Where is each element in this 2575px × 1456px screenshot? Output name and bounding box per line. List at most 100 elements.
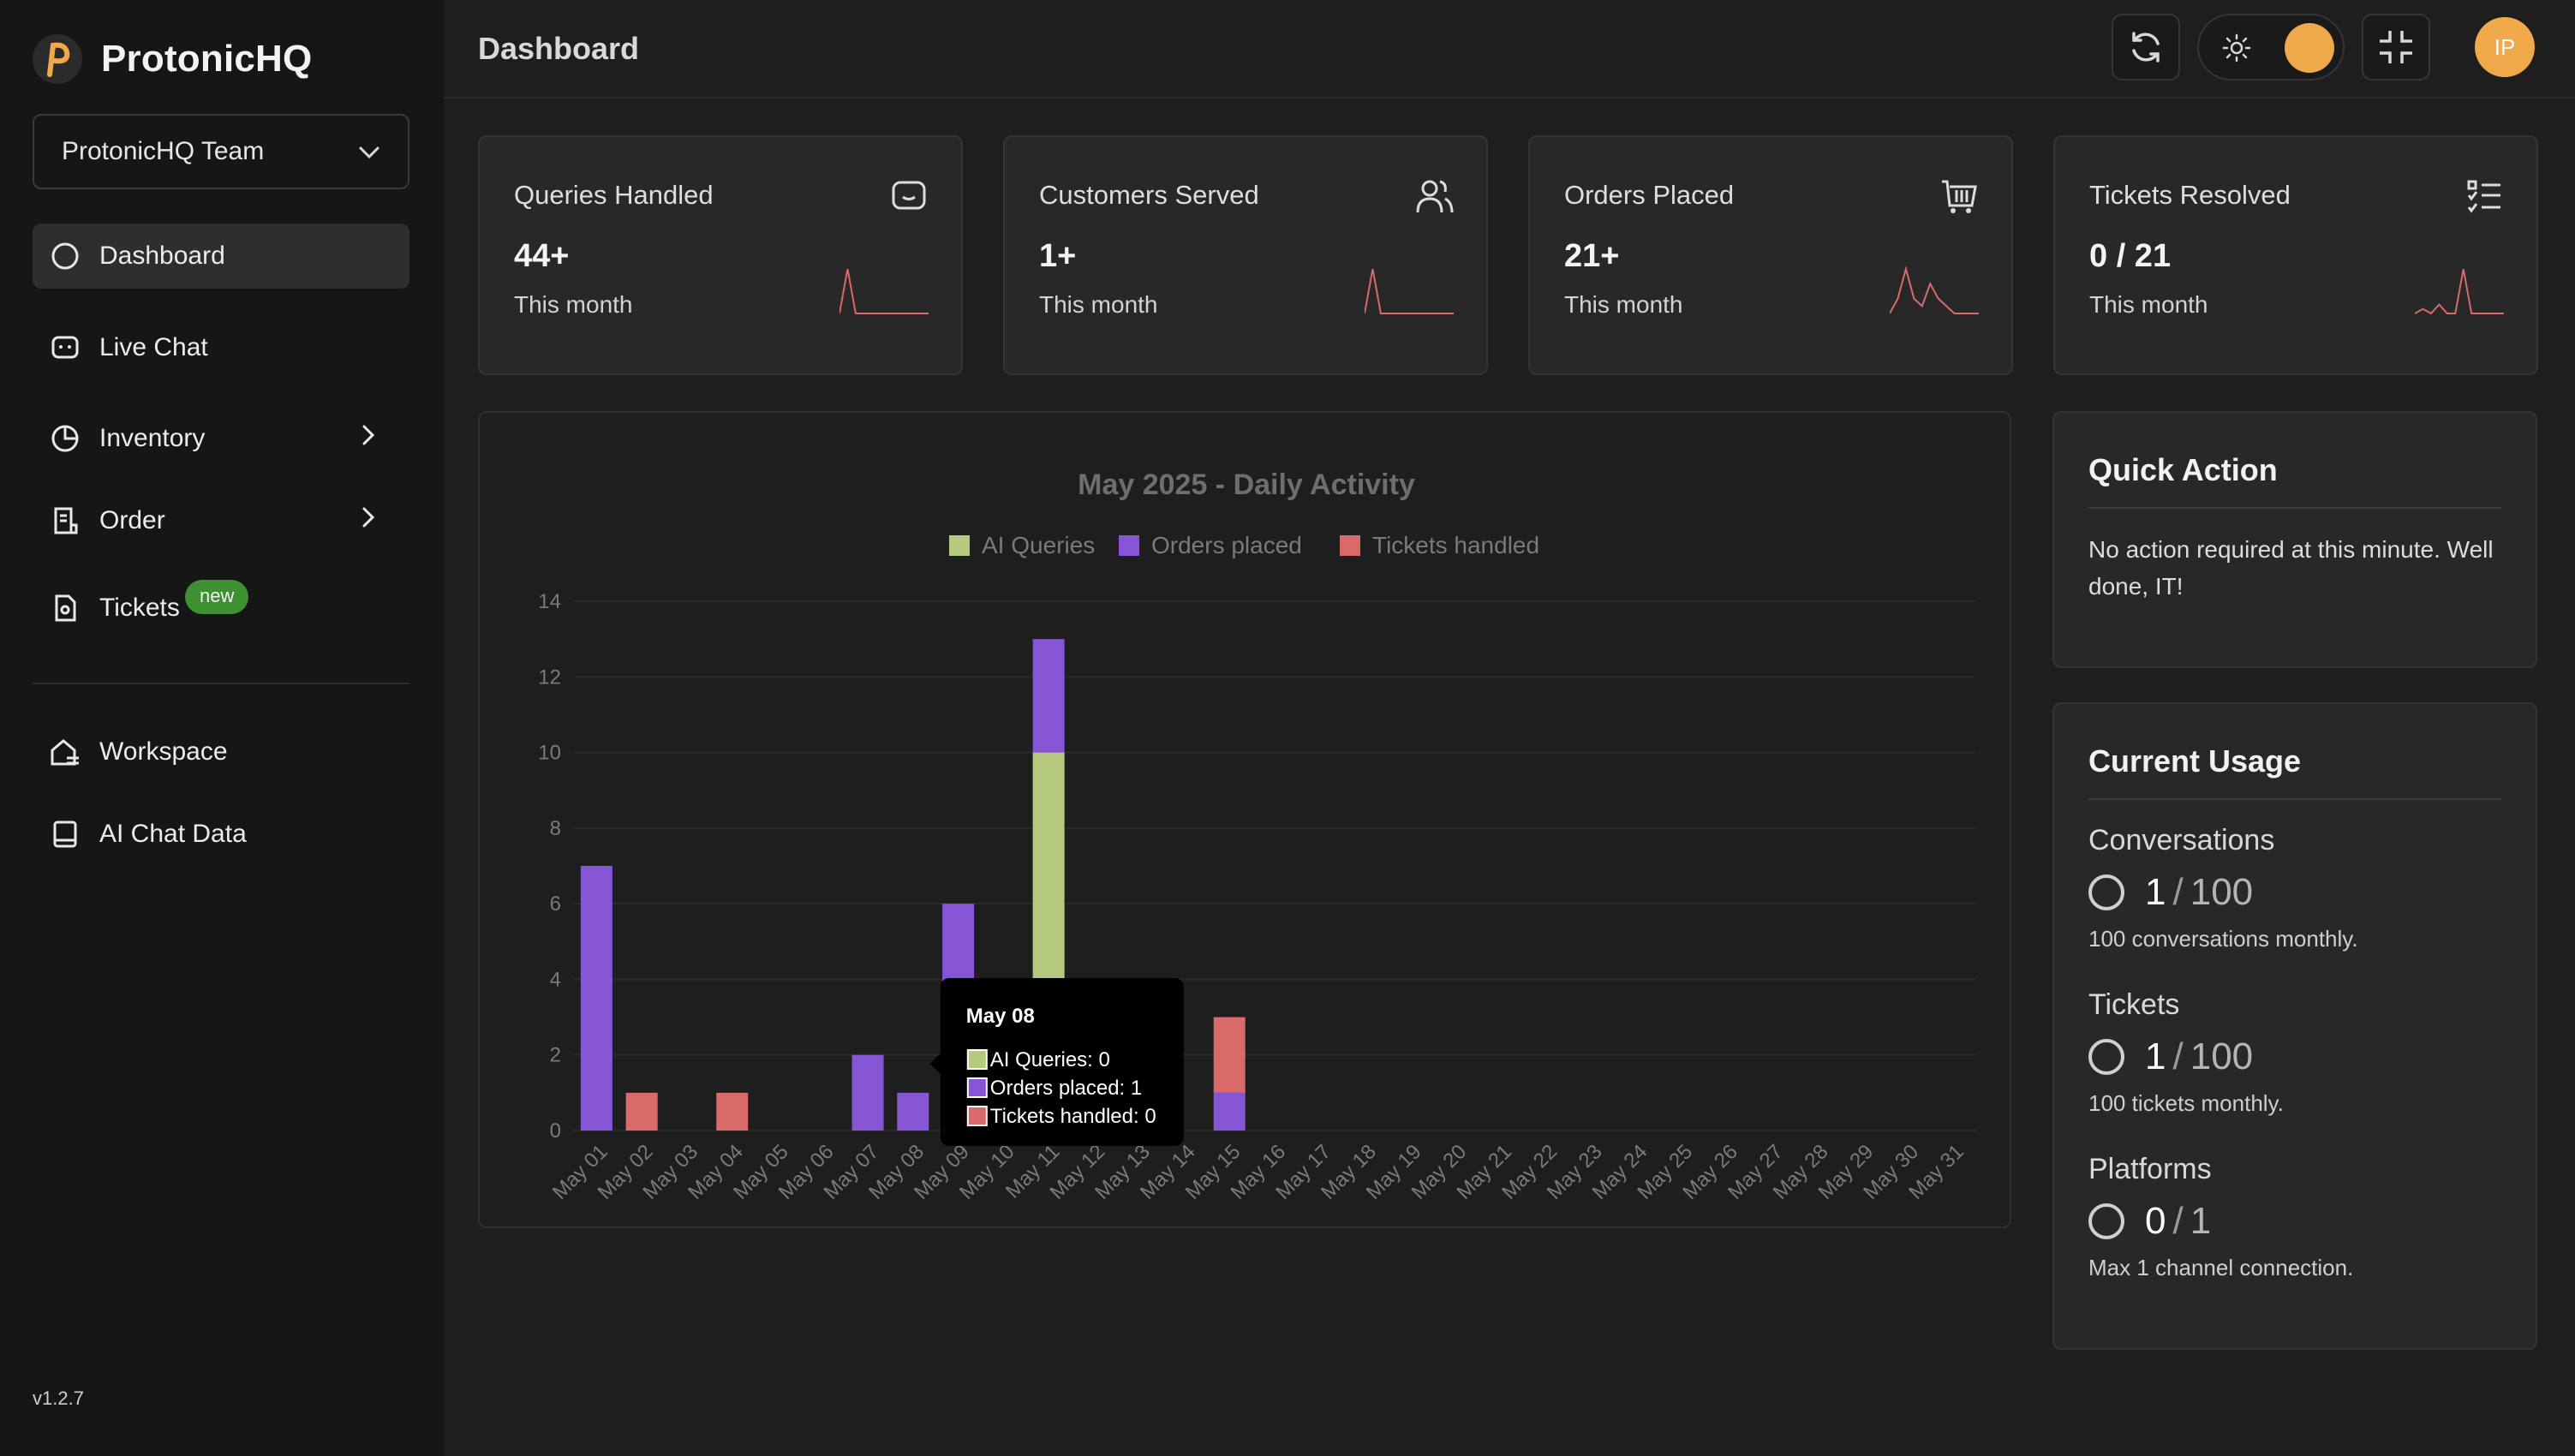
stat-title: Orders Placed — [1564, 180, 1735, 210]
stat-sub: This month — [1564, 291, 1683, 318]
chat-bubble-icon — [889, 176, 929, 216]
stat-card-customers: Customers Served 1+ This month — [1003, 135, 1488, 375]
daily-activity-chart: May 2025 - Daily Activity AI Queries Order… — [538, 468, 1975, 1204]
sidebar-item-label: Workspace — [99, 737, 228, 766]
fullscreen-exit-button[interactable] — [2362, 14, 2430, 81]
theme-toggle[interactable] — [2197, 14, 2345, 81]
bar-segment — [897, 1092, 929, 1131]
sparkline-line — [1365, 268, 1454, 314]
usage-desc: 100 conversations monthly. — [2088, 926, 2358, 952]
chevron-right-icon — [361, 506, 375, 535]
refresh-button[interactable] — [2112, 14, 2180, 81]
stat-value: 0 / 21 — [2089, 238, 2172, 274]
usage-current: 1 — [2145, 871, 2166, 913]
tooltip-swatch — [966, 1077, 988, 1098]
sidebar-item-label: Dashboard — [99, 242, 225, 270]
usage-platforms: Platforms 0 / 1 Max 1 channel connection… — [2088, 1153, 2353, 1281]
workspace-icon — [50, 737, 81, 767]
usage-max: 100 — [2190, 871, 2254, 913]
y-tick-label: 0 — [550, 1119, 561, 1143]
brand[interactable]: ProtonicHQ — [33, 34, 312, 84]
sparkline — [839, 268, 929, 314]
chevron-right-icon — [361, 424, 375, 453]
sidebar-item-label: Inventory — [99, 424, 206, 452]
stat-value: 1+ — [1039, 238, 1077, 274]
y-tick-label: 12 — [538, 665, 561, 689]
sidebar-item-tickets[interactable]: Tickets new — [33, 576, 409, 641]
sidebar-item-label: Live Chat — [99, 333, 208, 361]
sidebar-item-label: Tickets — [99, 594, 180, 622]
sidebar-item-dashboard[interactable]: Dashboard — [33, 224, 409, 289]
circle-icon — [50, 241, 81, 272]
sparkline — [2415, 268, 2504, 315]
daily-activity-chart-card: May 2025 - Daily Activity AI Queries Order… — [478, 411, 2011, 1228]
toggle-knob — [2285, 23, 2334, 73]
panel-divider — [2088, 798, 2501, 800]
sidebar: ProtonicHQ ProtonicHQ Team Dashboard Liv… — [0, 0, 444, 1456]
usage-label: Conversations — [2088, 824, 2275, 856]
sidebar-item-workspace[interactable]: Workspace — [33, 719, 409, 785]
usage-separator: / — [2172, 1035, 2184, 1077]
sparkline — [1890, 266, 1979, 314]
sparkline — [1365, 268, 1454, 314]
bar-segment — [851, 1054, 884, 1131]
sun-icon — [2221, 33, 2252, 68]
quick-action-text: No action required at this minute. Well … — [2088, 536, 2494, 600]
bar-segment — [716, 1092, 749, 1131]
usage-label: Platforms — [2088, 1153, 2212, 1185]
refresh-icon — [2132, 32, 2160, 63]
stat-card-queries: Queries Handled 44+ This month — [478, 135, 963, 375]
y-tick-label: 6 — [550, 892, 561, 916]
y-tick-label: 8 — [550, 817, 561, 840]
usage-separator: / — [2172, 871, 2184, 913]
usage-desc: 100 tickets monthly. — [2088, 1090, 2284, 1116]
progress-ring-icon — [2088, 1203, 2124, 1239]
usage-conversations: Conversations 1 / 100 100 conversations … — [2088, 824, 2358, 952]
stat-title: Customers Served — [1039, 180, 1259, 210]
bar-segment — [1032, 639, 1065, 753]
topbar: Dashboard — [444, 0, 2575, 98]
legend-label: Tickets handled — [1372, 532, 1539, 558]
ticket-icon — [50, 593, 81, 624]
team-select[interactable]: ProtonicHQ Team — [33, 114, 409, 189]
brand-name: ProtonicHQ — [101, 38, 313, 80]
sparkline-line — [1890, 266, 1979, 314]
stat-sub: This month — [2089, 291, 2208, 318]
legend-swatch — [949, 535, 970, 556]
minimize-icon — [2380, 31, 2412, 63]
stat-sub: This month — [1039, 291, 1158, 318]
y-tick-label: 14 — [538, 590, 561, 613]
legend-label: Orders placed — [1151, 532, 1302, 558]
sparkline-line — [2415, 268, 2504, 315]
tooltip-line: Orders placed: 1 — [990, 1077, 1142, 1100]
stat-card-orders: Orders Placed 21+ This month — [1528, 135, 2013, 375]
sidebar-item-ai-chat-data[interactable]: AI Chat Data — [33, 802, 409, 867]
stat-card-tickets: Tickets Resolved 0 / 21 This month — [2053, 135, 2538, 375]
usage-current: 0 — [2145, 1200, 2166, 1242]
sidebar-item-inventory[interactable]: Inventory — [33, 406, 409, 471]
current-usage-title: Current Usage — [2088, 743, 2302, 779]
logo-icon — [47, 42, 70, 77]
tooltip-caret — [929, 1053, 941, 1074]
sparkline-line — [839, 268, 929, 314]
chart-tooltip: May 08 AI Queries: 0 Orders placed: 1 Ticke… — [929, 978, 1184, 1146]
stat-value: 44+ — [514, 238, 570, 274]
checklist-icon — [2464, 176, 2504, 216]
usage-max: 1 — [2190, 1200, 2212, 1242]
legend-swatch — [1119, 535, 1139, 556]
legend-label: AI Queries — [982, 532, 1095, 558]
pie-chart-icon — [50, 423, 81, 454]
sidebar-item-live-chat[interactable]: Live Chat — [33, 315, 409, 380]
current-usage-panel: Current Usage Conversations 1 / 100 100 … — [2052, 702, 2537, 1350]
progress-ring-icon — [2088, 874, 2124, 910]
brand-logo — [33, 34, 82, 84]
sidebar-item-order[interactable]: Order — [33, 488, 409, 553]
avatar[interactable]: IP — [2475, 17, 2535, 77]
tooltip-line: AI Queries: 0 — [990, 1048, 1110, 1071]
sidebar-item-label: AI Chat Data — [99, 820, 247, 848]
stat-value: 21+ — [1564, 238, 1620, 274]
quick-action-panel: Quick Action No action required at this … — [2052, 411, 2537, 668]
usage-desc: Max 1 channel connection. — [2088, 1255, 2354, 1280]
tooltip-line: Tickets handled: 0 — [990, 1105, 1156, 1128]
y-tick-label: 2 — [550, 1044, 561, 1067]
